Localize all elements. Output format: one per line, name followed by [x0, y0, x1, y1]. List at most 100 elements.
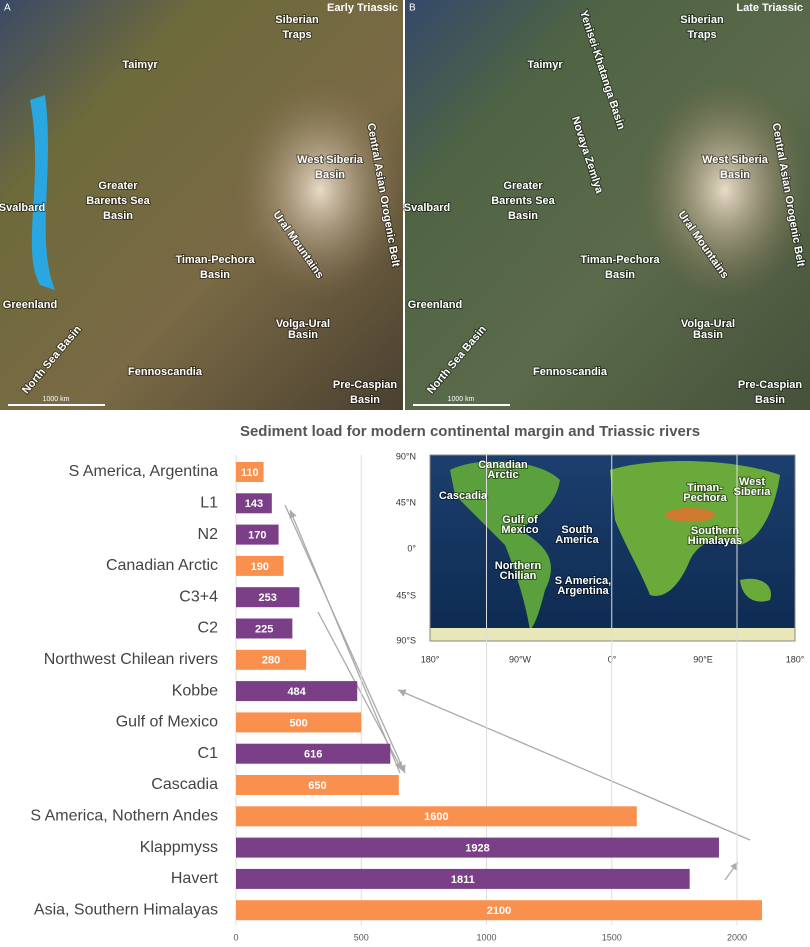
y-tick-label: L1 — [200, 495, 218, 512]
map-label: Siberian — [275, 14, 319, 26]
value-label: 1811 — [451, 874, 475, 886]
lat-tick-label: 45°S — [396, 590, 416, 600]
lon-tick-label: 180° — [786, 654, 805, 664]
lat-tick-label: 90°S — [396, 635, 416, 645]
map-label: Traps — [687, 29, 716, 41]
land — [740, 578, 771, 602]
value-label: 170 — [248, 530, 266, 542]
value-label: 280 — [262, 655, 280, 667]
map-label: Pre-Caspian — [738, 379, 802, 391]
x-tick-label: 1500 — [602, 932, 622, 942]
map-label: Volga-Ural — [276, 318, 330, 330]
inset-label: Northern — [495, 560, 542, 572]
chart-title: Sediment load for modern continental mar… — [240, 423, 700, 440]
map-label: Greenland — [3, 299, 57, 311]
bar — [236, 524, 279, 545]
y-tick-label: Klappmyss — [140, 839, 218, 856]
map-label: Barents Sea — [86, 195, 150, 207]
inset-label: Arctic — [487, 469, 518, 481]
map-label: Siberian — [680, 14, 724, 26]
land — [665, 508, 715, 522]
value-label: 110 — [241, 467, 259, 479]
map-label: Basin — [693, 329, 723, 341]
map-label: Traps — [282, 29, 311, 41]
relief — [235, 80, 405, 300]
map-label: Svalbard — [0, 202, 45, 214]
panel-letter: A — [4, 3, 11, 14]
value-label: 143 — [245, 498, 263, 510]
map-label: West Siberia — [702, 154, 769, 166]
bar — [236, 462, 264, 482]
bar — [236, 681, 358, 702]
map-label: Basin — [720, 169, 750, 181]
value-label: 616 — [304, 749, 322, 761]
y-tick-label: Asia, Southern Himalayas — [34, 901, 218, 918]
y-tick-label: Havert — [171, 870, 219, 887]
bar — [236, 493, 272, 514]
value-label: 2100 — [487, 905, 511, 917]
value-label: 190 — [251, 561, 269, 573]
y-tick-label: Northwest Chilean rivers — [44, 651, 218, 668]
y-tick-label: Cascadia — [151, 776, 218, 793]
x-tick-label: 2000 — [727, 932, 747, 942]
inset-frame — [429, 454, 796, 642]
map-label: Volga-Ural — [681, 318, 735, 330]
scale-label: 1000 km — [448, 396, 475, 403]
lon-tick-label: 90°W — [509, 654, 532, 664]
inset-label: West — [739, 476, 765, 488]
inset-label: Chilian — [500, 570, 537, 582]
y-tick-label: Kobbe — [172, 682, 218, 699]
map-label: Basin — [755, 394, 785, 406]
value-label: 500 — [289, 717, 307, 729]
value-label: 484 — [287, 686, 306, 698]
scale-label: 1000 km — [43, 396, 70, 403]
map-label: Basin — [200, 269, 230, 281]
inset-label: Timan- — [687, 482, 723, 494]
map-label: Fennoscandia — [128, 366, 203, 378]
map-label: Basin — [508, 210, 538, 222]
y-tick-label: Canadian Arctic — [106, 557, 218, 574]
value-label: 253 — [259, 592, 277, 604]
y-tick-label: C1 — [198, 745, 219, 762]
map-label: Basin — [103, 210, 133, 222]
divider — [403, 0, 405, 410]
y-tick-label: C3+4 — [179, 588, 218, 605]
inset-label: Pechora — [683, 492, 727, 504]
map-label: Basin — [350, 394, 380, 406]
bar — [236, 712, 362, 733]
bar — [236, 775, 399, 795]
value-label: 1928 — [465, 843, 489, 855]
map-label: Pre-Caspian — [333, 379, 397, 391]
x-tick-label: 500 — [354, 932, 369, 942]
lon-tick-label: 180° — [421, 654, 440, 664]
bar — [236, 649, 307, 670]
y-tick-label: N2 — [198, 526, 219, 543]
lat-tick-label: 45°N — [396, 497, 416, 507]
inset-label: Siberia — [734, 486, 772, 498]
map-label: Basin — [288, 329, 318, 341]
inset-label: South — [561, 524, 592, 536]
map-label: Greater — [98, 180, 138, 192]
inset-label: Argentina — [557, 585, 609, 597]
inset-label: Cascadia — [439, 490, 488, 502]
relief — [640, 80, 810, 300]
map-label: Basin — [315, 169, 345, 181]
bar — [236, 743, 391, 764]
bar — [236, 900, 763, 921]
bar — [236, 555, 284, 576]
map-label: Fennoscandia — [533, 366, 608, 378]
bar — [236, 587, 300, 608]
lat-tick-label: 90°N — [396, 451, 416, 461]
bar — [236, 618, 293, 639]
y-tick-label: S America, Nothern Andes — [30, 808, 218, 825]
map-label: Basin — [605, 269, 635, 281]
inset-label: Southern — [691, 525, 740, 537]
map-label: Greenland — [408, 299, 462, 311]
bar — [236, 868, 690, 889]
value-label: 650 — [308, 780, 326, 792]
x-tick-label: 1000 — [476, 932, 496, 942]
panel-title: Late Triassic — [736, 2, 803, 14]
y-tick-label: C2 — [198, 620, 219, 637]
